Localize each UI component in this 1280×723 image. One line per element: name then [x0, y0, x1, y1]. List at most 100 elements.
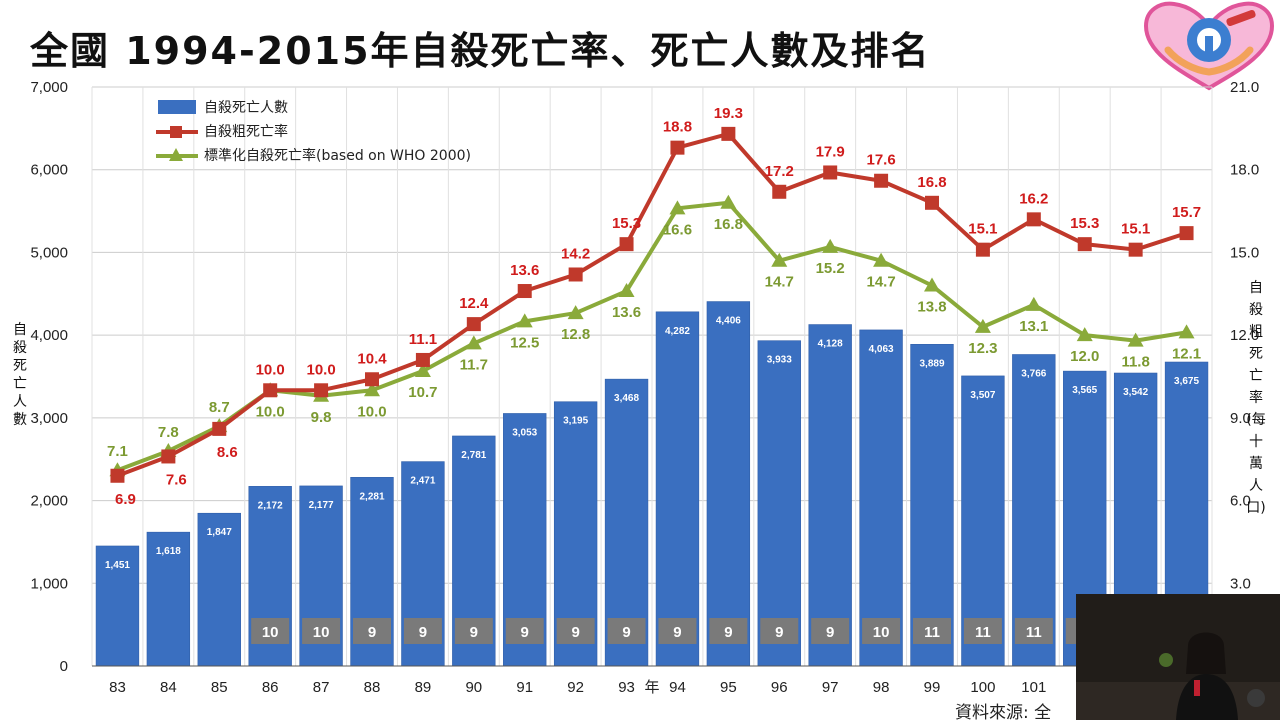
rank-box	[760, 618, 799, 644]
series-value-label: 16.8	[714, 216, 743, 233]
rank-label: 9	[368, 624, 376, 641]
bar-value-label: 2,781	[461, 450, 486, 461]
x-tick-label: 92	[567, 679, 584, 696]
series-point	[721, 126, 736, 141]
series-value-label: 16.8	[917, 174, 946, 191]
series-value-label: 13.6	[510, 262, 539, 279]
x-tick-label: 86	[262, 679, 279, 696]
bar	[95, 545, 140, 667]
y-right-axis-title-char: 殺	[1249, 302, 1263, 318]
y-right-axis-title-char: 人	[1249, 478, 1263, 494]
rank-label: 10	[873, 624, 890, 641]
bar-value-label: 3,507	[970, 390, 995, 401]
page-title: 全國 1994-2015年自殺死亡率、死亡人數及排名	[30, 29, 931, 73]
speaker-video-overlay	[1076, 594, 1280, 720]
series-point	[415, 352, 430, 367]
x-tick-label: 91	[516, 679, 533, 696]
series-point	[669, 200, 686, 215]
series-value-label: 17.2	[765, 163, 794, 180]
series-point	[772, 184, 787, 199]
x-tick-label: 90	[465, 679, 482, 696]
series-value-label: 9.8	[311, 409, 332, 426]
series-point	[465, 335, 482, 350]
series-value-label: 15.2	[816, 260, 845, 277]
y-left-axis-title-char: 數	[13, 412, 27, 428]
series-point	[873, 252, 890, 267]
rank-box	[505, 618, 544, 644]
bar-value-label: 2,471	[410, 476, 435, 487]
bar	[146, 531, 191, 667]
y-right-axis-title-char: (每	[1246, 412, 1265, 428]
y-right-axis-title-char: 口)	[1246, 500, 1265, 516]
y-right-tick-label: 18.0	[1230, 162, 1259, 179]
rank-label: 11	[975, 624, 991, 641]
series-point	[517, 284, 532, 299]
y-left-tick-label: 0	[60, 658, 68, 675]
series-value-label: 15.1	[1121, 221, 1150, 238]
series-value-label: 12.5	[510, 334, 539, 351]
series-value-label: 12.0	[1070, 348, 1099, 365]
rank-label: 9	[470, 624, 478, 641]
rank-label: 9	[622, 624, 630, 641]
series-value-label: 14.7	[866, 274, 895, 291]
axes: 0 1,000 2,000 3,000 4,000 5,000 6,000 7,000 3.0 6…	[13, 79, 1266, 696]
bar-value-label: 4,128	[818, 339, 843, 350]
rank-box	[454, 618, 493, 644]
series-value-label: 10.0	[306, 361, 335, 378]
rank-label: 11	[1026, 624, 1042, 641]
rank-box	[658, 618, 697, 644]
x-tick-label: 97	[822, 679, 839, 696]
series-point	[161, 449, 176, 464]
series-value-label: 18.8	[663, 119, 692, 136]
bar-value-label: 3,468	[614, 393, 639, 404]
series-point	[567, 305, 584, 320]
rank-label: 9	[673, 624, 681, 641]
y-right-axis-title-char: 死	[1249, 346, 1263, 362]
rank-box	[302, 618, 341, 644]
series-value-label: 10.0	[357, 403, 386, 420]
x-tick-label: 98	[873, 679, 890, 696]
series-value-label: 19.3	[714, 105, 743, 122]
series-point	[1076, 327, 1093, 342]
rank-box	[251, 618, 290, 644]
bar-value-label: 2,177	[309, 500, 334, 511]
series-value-label: 10.0	[256, 403, 285, 420]
bar-value-label: 3,933	[767, 355, 792, 366]
rank-label: 9	[826, 624, 834, 641]
rank-boxes: 10109999999999101111111	[251, 618, 1104, 644]
series-point	[365, 372, 379, 387]
series-value-label: 10.0	[256, 361, 285, 378]
y-right-axis-title-char: 自	[1249, 280, 1263, 296]
y-left-tick-label: 4,000	[30, 327, 68, 344]
rank-box	[556, 618, 595, 644]
rank-box	[862, 618, 901, 644]
bar	[1012, 354, 1056, 667]
series-value-label: 13.6	[612, 304, 641, 321]
bar	[808, 324, 852, 667]
series-point	[619, 237, 634, 252]
series-value-label: 15.3	[1070, 215, 1099, 232]
series-value-label: 6.9	[115, 491, 136, 508]
x-tick-label: 94	[669, 679, 686, 696]
heart-hands-logo	[1143, 1, 1275, 91]
rank-label: 10	[262, 624, 279, 641]
legend-swatch-bar	[158, 100, 196, 114]
series-point	[1077, 237, 1092, 252]
y-left-tick-label: 1,000	[30, 575, 68, 592]
y-left-axis-title-char: 亡	[13, 376, 27, 392]
series-value-label: 10.4	[357, 350, 387, 367]
series-value-label: 11.7	[460, 356, 488, 373]
bar-value-label: 2,172	[258, 500, 283, 511]
x-tick-label: 88	[364, 679, 381, 696]
y-right-tick-label: 21.0	[1230, 79, 1259, 96]
x-tick-label: 93	[618, 679, 635, 696]
bar-value-label: 3,195	[563, 416, 588, 427]
x-tick-label: 100	[970, 679, 995, 696]
bar-value-label: 3,675	[1174, 376, 1199, 387]
y-left-tick-label: 3,000	[30, 410, 68, 427]
series-value-label: 15.7	[1172, 204, 1201, 221]
y-right-tick-label: 9.0	[1230, 410, 1251, 427]
series-point	[823, 165, 838, 180]
series-value-label: 10.7	[408, 384, 437, 401]
series-point	[618, 283, 635, 298]
